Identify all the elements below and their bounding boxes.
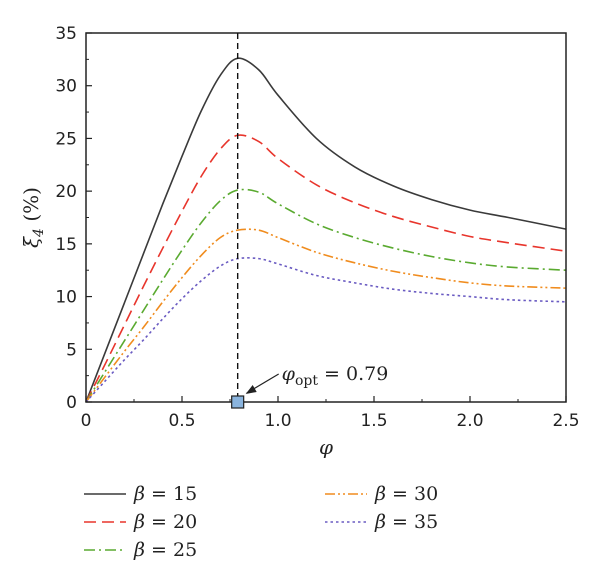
y-tick-label: 5 bbox=[66, 340, 77, 360]
optimum-marker-square bbox=[231, 395, 245, 409]
y-tick-label: 20 bbox=[55, 182, 77, 202]
series-line-beta-35 bbox=[85, 257, 567, 403]
x-tick-label: 0 bbox=[81, 411, 92, 431]
legend-label-beta-30: β = 30 bbox=[374, 483, 438, 505]
series-line-beta-15 bbox=[85, 57, 567, 403]
x-tick-label: 1.5 bbox=[360, 411, 387, 431]
optimum-arrowhead bbox=[245, 385, 257, 394]
y-axis-label: ξ4 (%) bbox=[19, 187, 47, 248]
x-tick-label: 2.5 bbox=[552, 411, 579, 431]
optimum-annotation: φopt = 0.79 bbox=[282, 363, 389, 389]
legend-label-beta-35: β = 35 bbox=[374, 511, 438, 533]
series-line-beta-20 bbox=[85, 134, 567, 403]
series-line-beta-25 bbox=[85, 188, 567, 403]
y-tick-label: 10 bbox=[55, 288, 77, 308]
x-tick-label: 0.5 bbox=[168, 411, 195, 431]
legend-label-beta-20: β = 20 bbox=[133, 511, 197, 533]
y-tick-label: 15 bbox=[55, 235, 77, 255]
legend-label-beta-25: β = 25 bbox=[133, 539, 197, 561]
y-tick-label: 25 bbox=[55, 129, 77, 149]
y-tick-label: 0 bbox=[66, 393, 77, 413]
x-axis-label: φ bbox=[319, 435, 333, 459]
y-tick-label: 35 bbox=[55, 24, 77, 44]
y-tick-label: 30 bbox=[55, 77, 77, 97]
legend-label-beta-15: β = 15 bbox=[133, 483, 197, 505]
x-tick-label: 1.0 bbox=[264, 411, 291, 431]
x-tick-label: 2.0 bbox=[456, 411, 483, 431]
